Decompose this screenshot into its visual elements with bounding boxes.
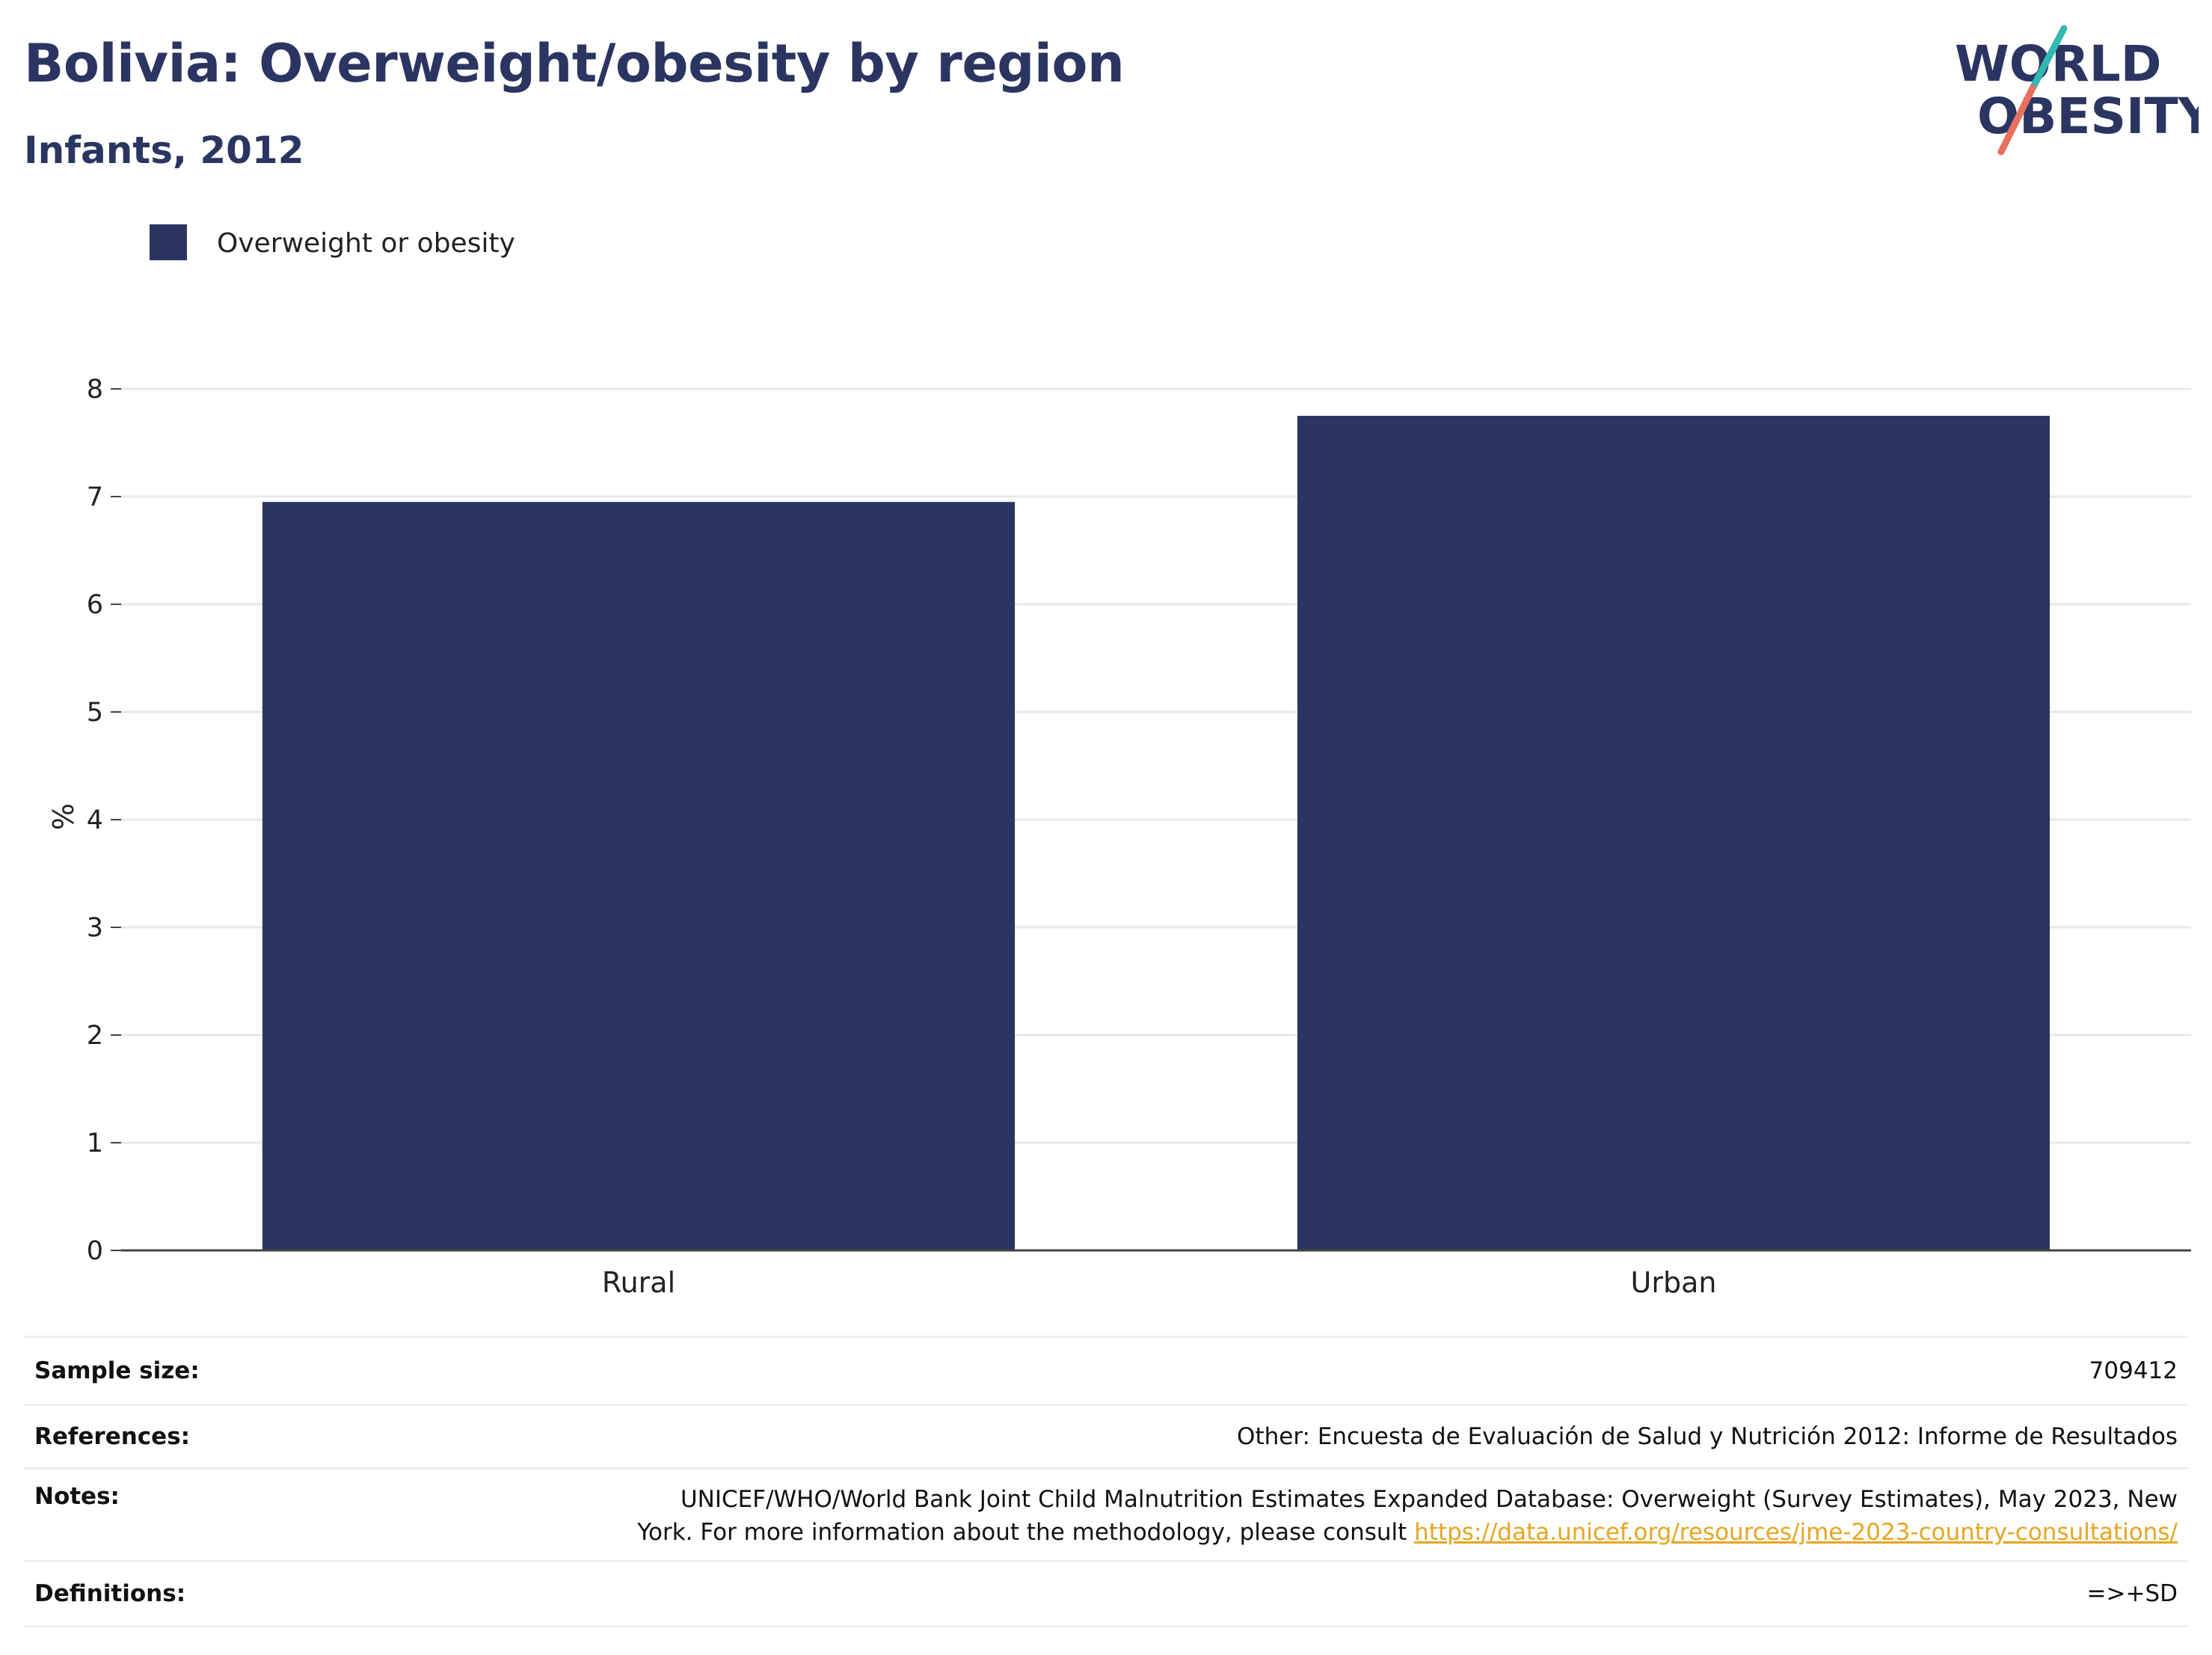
y-axis-ticks: 0 1 2 3 4 5 6 7 8 (87, 375, 121, 1266)
bar-urban (1297, 416, 2050, 1250)
logo-slash-teal (2029, 25, 2068, 92)
notes-text-line2: York. For more information about the met… (637, 1519, 1415, 1546)
references-value: Other: Encuesta de Evaluación de Salud y… (494, 1404, 2188, 1470)
y-axis-label: % (46, 803, 79, 830)
y-tick-label: 7 (87, 482, 103, 512)
y-tick-label: 1 (87, 1129, 103, 1158)
legend-swatch (150, 224, 187, 260)
definitions-value: =>+SD (494, 1560, 2188, 1627)
chart-subtitle: Infants, 2012 (24, 129, 304, 172)
legend-label: Overweight or obesity (217, 228, 515, 259)
y-tick-label: 2 (87, 1021, 103, 1051)
notes-text-line1: UNICEF/WHO/World Bank Joint Child Malnut… (680, 1486, 2178, 1513)
y-tick-label: 0 (87, 1236, 103, 1266)
references-label: References: (24, 1404, 494, 1470)
definitions-label: Definitions: (24, 1560, 494, 1627)
y-tick-label: 8 (87, 375, 103, 405)
y-tick-label: 4 (87, 805, 103, 835)
references-row: References: Other: Encuesta de Evaluació… (24, 1404, 2188, 1470)
notes-value: UNICEF/WHO/World Bank Joint Child Malnut… (494, 1467, 2188, 1562)
y-tick-label: 6 (87, 590, 103, 620)
notes-label: Notes: (24, 1467, 494, 1562)
x-tick-label: Rural (602, 1266, 675, 1299)
y-tick-label: 5 (87, 698, 103, 728)
logo-line2: OBESITY (1977, 87, 2199, 145)
bar-rural (262, 502, 1016, 1250)
x-tick-label: Urban (1631, 1266, 1717, 1299)
notes-row: Notes: UNICEF/WHO/World Bank Joint Child… (24, 1467, 2188, 1562)
sample-size-label: Sample size: (24, 1336, 494, 1406)
legend: Overweight or obesity (150, 224, 515, 260)
info-table: Sample size: 709412 References: Other: E… (24, 1336, 2188, 1627)
chart-title: Bolivia: Overweight/obesity by region (24, 33, 1125, 94)
logo-slash-coral (1997, 85, 2036, 156)
world-obesity-logo[interactable]: WORLD OBESITY (1944, 21, 2199, 163)
methodology-link[interactable]: https://data.unicef.org/resources/jme-20… (1414, 1519, 2178, 1546)
sample-size-row: Sample size: 709412 (24, 1336, 2188, 1406)
sample-size-value: 709412 (494, 1336, 2188, 1406)
x-axis-ticks: Rural Urban (602, 1266, 1717, 1299)
y-tick-label: 3 (87, 913, 103, 943)
definitions-row: Definitions: =>+SD (24, 1560, 2188, 1627)
bars (262, 416, 2050, 1250)
bar-chart: Overweight or obesity % 0 1 2 3 4 5 6 7 8 Rural U… (46, 224, 2191, 1299)
